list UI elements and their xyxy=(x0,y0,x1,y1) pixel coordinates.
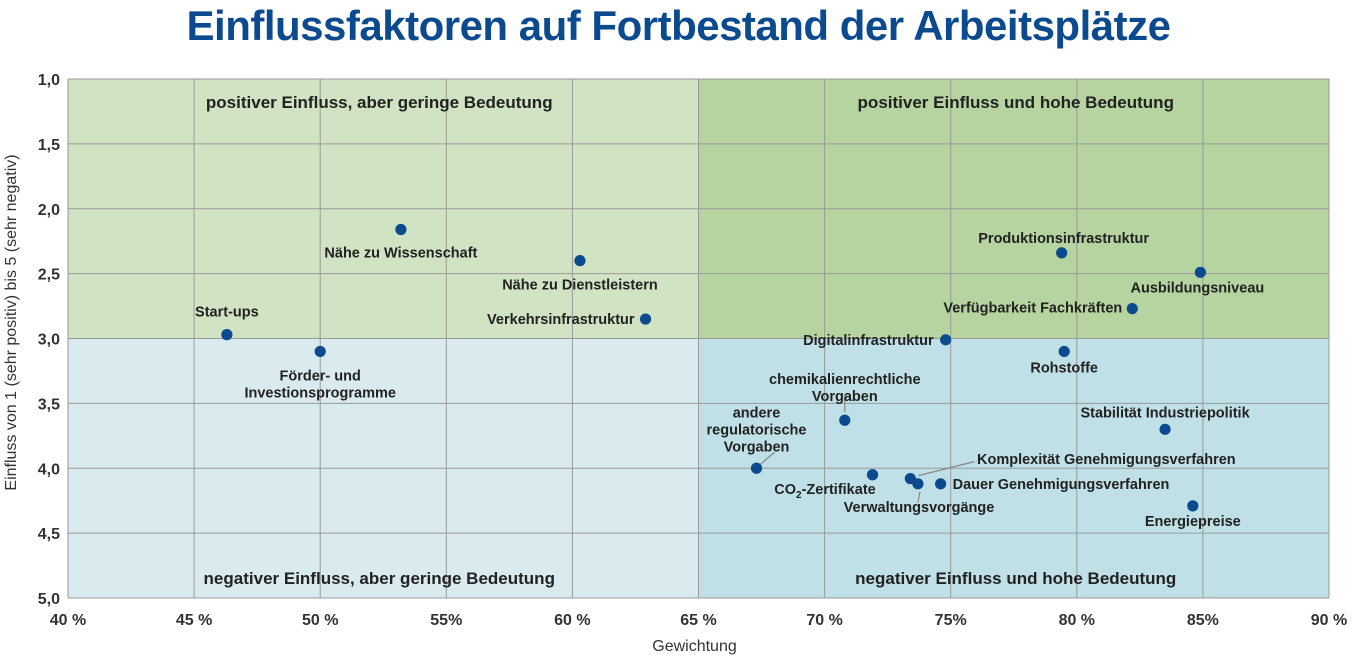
quadrant-label-1: positiver Einfluss und hohe Bedeutung xyxy=(858,93,1174,112)
x-tick-label-2: 50 % xyxy=(302,612,338,629)
data-point-12 xyxy=(1159,423,1171,435)
y-tick-label-5: 3,5 xyxy=(38,396,60,413)
x-tick-label-0: 40 % xyxy=(50,612,86,629)
x-tick-label-3: 55% xyxy=(430,612,462,629)
data-point-17 xyxy=(1187,500,1199,512)
x-tick-label-10: 90 % xyxy=(1311,612,1347,629)
point-label-11: andere regulatorische Vorgaben xyxy=(707,405,807,455)
data-point-9 xyxy=(1058,345,1070,358)
y-tick-label-4: 3,0 xyxy=(38,332,60,349)
quadrant-label-2: negativer Einfluss, aber geringe Bedeutu… xyxy=(204,569,555,588)
x-axis-title: Gewichtung xyxy=(652,638,737,655)
point-label-13: CO2-Zertifikate xyxy=(774,482,875,501)
quadrant-label-3: negativer Einfluss und hohe Bedeutung xyxy=(855,569,1176,588)
y-tick-label-2: 2,0 xyxy=(38,202,60,219)
x-tick-label-8: 80 % xyxy=(1059,612,1095,629)
point-label-17: Energiepreise xyxy=(1145,514,1241,530)
y-tick-label-3: 2,5 xyxy=(38,267,60,284)
x-tick-label-1: 45 % xyxy=(176,612,212,629)
point-label-7: Verfügbarkeit Fachkräften xyxy=(943,301,1122,317)
point-label-0: Nähe zu Wissenschaft xyxy=(324,246,477,262)
x-tick-label-5: 65 % xyxy=(680,612,716,629)
point-label-6: Ausbildungsniveau xyxy=(1131,280,1265,296)
point-label-10: chemikalienrechtliche Vorgaben xyxy=(769,372,921,405)
point-label-15: Verwaltungsvorgänge xyxy=(844,500,995,516)
data-point-15 xyxy=(912,478,924,490)
data-point-11 xyxy=(750,462,763,474)
data-point-3 xyxy=(314,345,326,358)
point-label-12: Stabilität Industriepolitik xyxy=(1080,405,1250,421)
point-label-8: Digitalinfrastruktur xyxy=(803,333,934,349)
data-point-5 xyxy=(1056,247,1068,259)
data-point-7 xyxy=(1126,303,1138,315)
point-label-3: Förder- und Investionsprogramme xyxy=(244,368,396,401)
leader-line-14 xyxy=(918,461,975,477)
point-label-1: Nähe zu Dienstleistern xyxy=(502,278,658,294)
y-axis-title: Einfluss von 1 (sehr positiv) bis 5 (seh… xyxy=(3,154,20,490)
y-tick-label-0: 1,0 xyxy=(38,72,60,89)
point-label-16: Dauer Genehmigungsverfahren xyxy=(953,477,1170,493)
data-point-16 xyxy=(935,478,947,490)
leader-line-11 xyxy=(760,451,775,465)
x-tick-label-6: 70 % xyxy=(806,612,842,629)
data-point-1 xyxy=(574,255,586,267)
y-tick-label-7: 4,5 xyxy=(38,526,60,543)
point-label-9: Rohstoffe xyxy=(1030,360,1098,376)
point-label-14: Komplexität Genehmigungsverfahren xyxy=(977,452,1236,468)
data-point-8 xyxy=(940,334,952,346)
point-label-2: Start-ups xyxy=(195,305,259,321)
data-point-4 xyxy=(639,313,652,325)
data-point-10 xyxy=(839,414,851,426)
data-point-6 xyxy=(1194,266,1206,278)
point-label-5: Produktionsinfrastruktur xyxy=(978,231,1149,247)
y-tick-label-1: 1,5 xyxy=(38,137,60,154)
data-point-13 xyxy=(866,469,879,481)
x-tick-label-9: 85% xyxy=(1187,612,1219,629)
x-tick-label-7: 75% xyxy=(935,612,967,629)
point-label-4: Verkehrsinfrastruktur xyxy=(487,312,635,328)
quadrant-label-0: positiver Einfluss, aber geringe Bedeutu… xyxy=(206,93,553,112)
y-tick-label-6: 4,0 xyxy=(38,461,60,478)
y-tick-label-8: 5,0 xyxy=(38,591,60,608)
chart-title: Einflussfaktoren auf Fortbestand der Arb… xyxy=(186,2,1171,49)
leader-line-15 xyxy=(917,491,921,503)
x-tick-label-4: 60 % xyxy=(554,612,590,629)
data-point-0 xyxy=(395,223,407,236)
data-point-2 xyxy=(221,329,233,341)
